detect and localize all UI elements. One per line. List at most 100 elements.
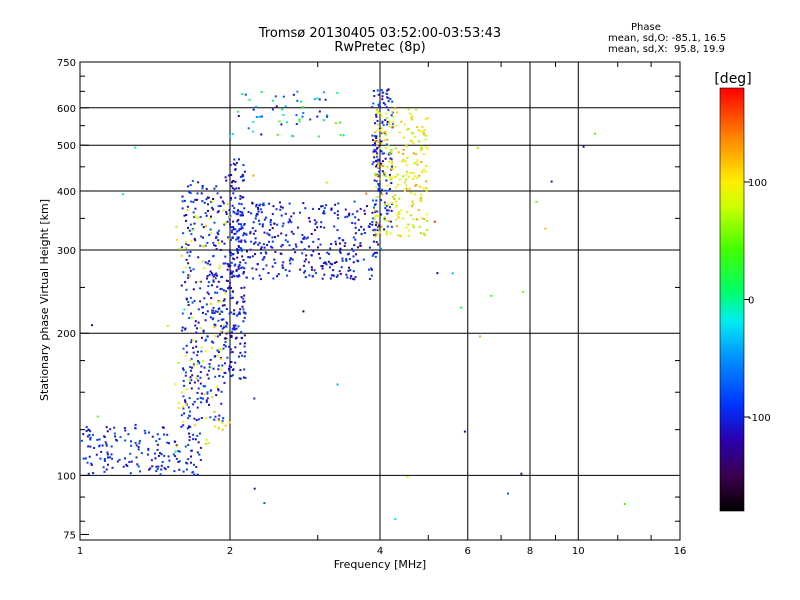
data-point	[210, 297, 213, 300]
data-point	[218, 414, 221, 417]
data-point	[323, 207, 326, 210]
data-point	[205, 313, 207, 316]
data-point	[205, 198, 208, 201]
data-point	[378, 184, 380, 187]
data-point	[227, 265, 230, 268]
data-point	[191, 180, 194, 183]
data-point	[392, 125, 395, 128]
data-point	[231, 181, 233, 184]
data-point	[208, 403, 210, 406]
data-point	[321, 267, 324, 270]
data-point	[262, 257, 265, 260]
data-point	[408, 229, 411, 232]
data-point	[404, 181, 406, 184]
data-point	[271, 265, 274, 268]
data-point	[218, 229, 220, 232]
data-point	[160, 468, 163, 471]
data-point	[237, 275, 239, 278]
data-point	[240, 267, 243, 270]
data-point	[194, 438, 197, 441]
data-point	[216, 349, 219, 352]
data-point	[258, 223, 261, 226]
data-point	[381, 160, 384, 163]
data-point	[386, 165, 389, 168]
data-point	[329, 247, 332, 250]
data-point	[164, 468, 167, 471]
data-point	[106, 451, 109, 454]
data-point	[383, 139, 386, 142]
data-point	[352, 236, 355, 239]
data-point	[229, 282, 231, 284]
data-point	[220, 358, 222, 360]
data-point	[286, 121, 288, 124]
data-point	[374, 229, 377, 231]
data-point	[313, 98, 316, 101]
data-point	[372, 161, 375, 164]
data-point	[339, 121, 342, 124]
data-point	[337, 202, 340, 205]
data-point	[387, 100, 390, 103]
data-point	[237, 115, 240, 117]
data-point	[402, 175, 405, 178]
data-point	[292, 232, 295, 235]
data-point	[288, 259, 291, 262]
data-point	[189, 366, 192, 368]
data-point	[335, 276, 338, 278]
data-point	[192, 201, 195, 203]
data-point	[385, 106, 388, 109]
x-tick-label: 10	[572, 546, 585, 557]
data-point	[373, 95, 376, 97]
data-point	[387, 220, 390, 222]
data-point	[231, 296, 234, 299]
data-point	[223, 326, 225, 329]
data-point	[402, 217, 405, 220]
data-point	[384, 207, 387, 210]
data-point	[128, 461, 131, 463]
data-point	[374, 150, 377, 153]
data-point	[349, 277, 352, 280]
data-point	[375, 180, 378, 183]
data-point	[138, 439, 141, 442]
data-point	[411, 115, 414, 118]
data-point	[220, 276, 223, 278]
data-point	[404, 160, 407, 163]
data-point	[422, 232, 425, 235]
data-point	[156, 448, 159, 451]
data-point	[422, 130, 425, 133]
data-point	[411, 223, 414, 226]
data-point	[230, 361, 233, 363]
data-point	[175, 444, 178, 447]
data-point	[201, 245, 204, 248]
data-point	[363, 212, 366, 215]
data-point	[182, 470, 185, 473]
data-point	[277, 234, 280, 237]
data-point	[242, 234, 245, 237]
data-point	[84, 457, 87, 460]
data-point	[281, 206, 284, 209]
data-point	[215, 385, 218, 388]
data-point	[103, 459, 106, 462]
data-point	[238, 377, 241, 380]
data-point	[291, 134, 294, 137]
data-point	[216, 231, 219, 234]
data-point	[225, 179, 228, 182]
data-point	[225, 308, 228, 310]
data-point	[370, 268, 373, 271]
data-point	[159, 452, 161, 455]
data-point	[207, 377, 210, 380]
data-point	[155, 440, 158, 443]
data-point	[376, 155, 378, 158]
data-point	[377, 93, 380, 96]
data-point	[240, 240, 243, 243]
data-point	[195, 340, 198, 343]
data-point	[318, 252, 320, 255]
data-point	[217, 364, 220, 367]
data-point	[398, 213, 401, 216]
data-point	[257, 210, 260, 213]
data-point	[219, 333, 221, 336]
data-point	[232, 368, 234, 371]
data-point	[260, 211, 263, 214]
data-point	[228, 218, 231, 221]
data-point	[231, 276, 234, 279]
data-point	[410, 139, 413, 142]
